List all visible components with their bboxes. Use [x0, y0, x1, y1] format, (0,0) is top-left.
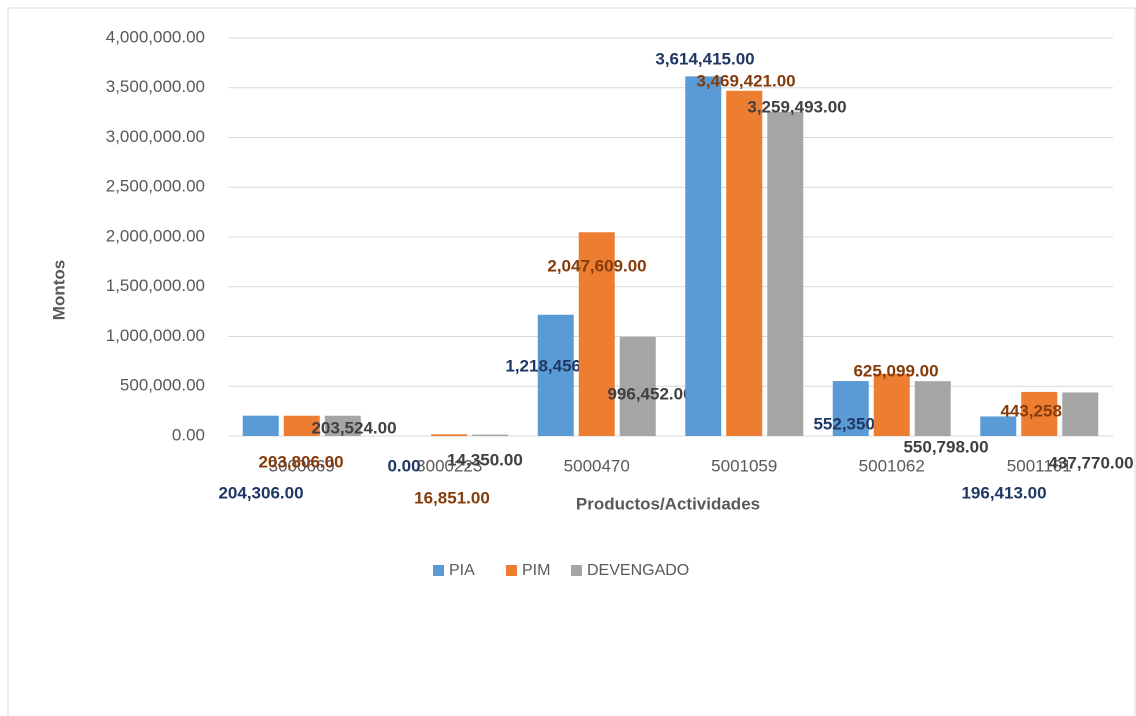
legend-label: PIM — [522, 562, 550, 579]
data-label: 16,851.00 — [414, 488, 490, 507]
bar — [283, 415, 320, 436]
bar — [1021, 391, 1058, 436]
x-tick-label: 5001059 — [711, 456, 777, 475]
data-label: 204,306.00 — [218, 483, 303, 502]
data-label: 3,614,415.00 — [655, 49, 754, 68]
bar — [537, 314, 574, 436]
data-label: 203,806.00 — [258, 452, 343, 471]
y-tick-label: 3,500,000.00 — [106, 77, 205, 96]
data-label: 203,524.00 — [311, 418, 396, 437]
bar — [578, 232, 615, 436]
bar — [832, 381, 869, 436]
x-tick-label: 3000223 — [416, 456, 482, 475]
legend-swatch — [506, 565, 517, 576]
bar — [242, 415, 279, 436]
bar — [685, 76, 722, 436]
bar — [914, 381, 951, 436]
y-tick-label: 3,000,000.00 — [106, 127, 205, 146]
data-label: 3,469,421.00 — [696, 71, 795, 90]
data-label: 0.00 — [387, 456, 420, 475]
bar — [431, 434, 468, 436]
y-tick-label: 500,000.00 — [120, 376, 205, 395]
bar — [619, 336, 656, 436]
data-label: 550,798.00 — [903, 437, 988, 456]
data-label: 625,099.00 — [853, 361, 938, 380]
bar — [767, 111, 804, 436]
x-tick-label: 5000470 — [564, 456, 630, 475]
y-tick-label: 1,000,000.00 — [106, 326, 205, 345]
data-label: 196,413.00 — [961, 483, 1046, 502]
bar — [726, 90, 763, 437]
chart-border — [7, 7, 1136, 716]
legend-swatch — [571, 565, 582, 576]
data-label: 996,452.00 — [607, 384, 692, 403]
y-tick-label: 2,000,000.00 — [106, 226, 205, 245]
legend-swatch — [433, 565, 444, 576]
bar — [472, 434, 509, 436]
data-label: 437,770.00 — [1048, 453, 1133, 472]
y-tick-label: 2,500,000.00 — [106, 177, 205, 196]
y-axis-title: Montos — [49, 260, 68, 320]
bar — [1062, 392, 1099, 436]
y-tick-label: 4,000,000.00 — [106, 27, 205, 46]
legend-label: PIA — [449, 562, 475, 579]
bar — [873, 373, 910, 436]
data-label: 3,259,493.00 — [747, 97, 846, 116]
data-label: 14,350.00 — [447, 450, 523, 469]
x-tick-label: 5001101 — [1007, 456, 1072, 475]
y-tick-label: 0.00 — [172, 425, 205, 444]
x-axis-title: Productos/Actividades — [576, 494, 760, 513]
data-label: 2,047,609.00 — [547, 256, 646, 275]
legend-label: DEVENGADO — [587, 562, 689, 579]
bar — [980, 416, 1017, 436]
y-tick-label: 1,500,000.00 — [106, 276, 205, 295]
x-tick-label: 5001062 — [859, 456, 925, 475]
bar — [324, 415, 361, 436]
x-tick-label: 3000669 — [269, 456, 335, 475]
